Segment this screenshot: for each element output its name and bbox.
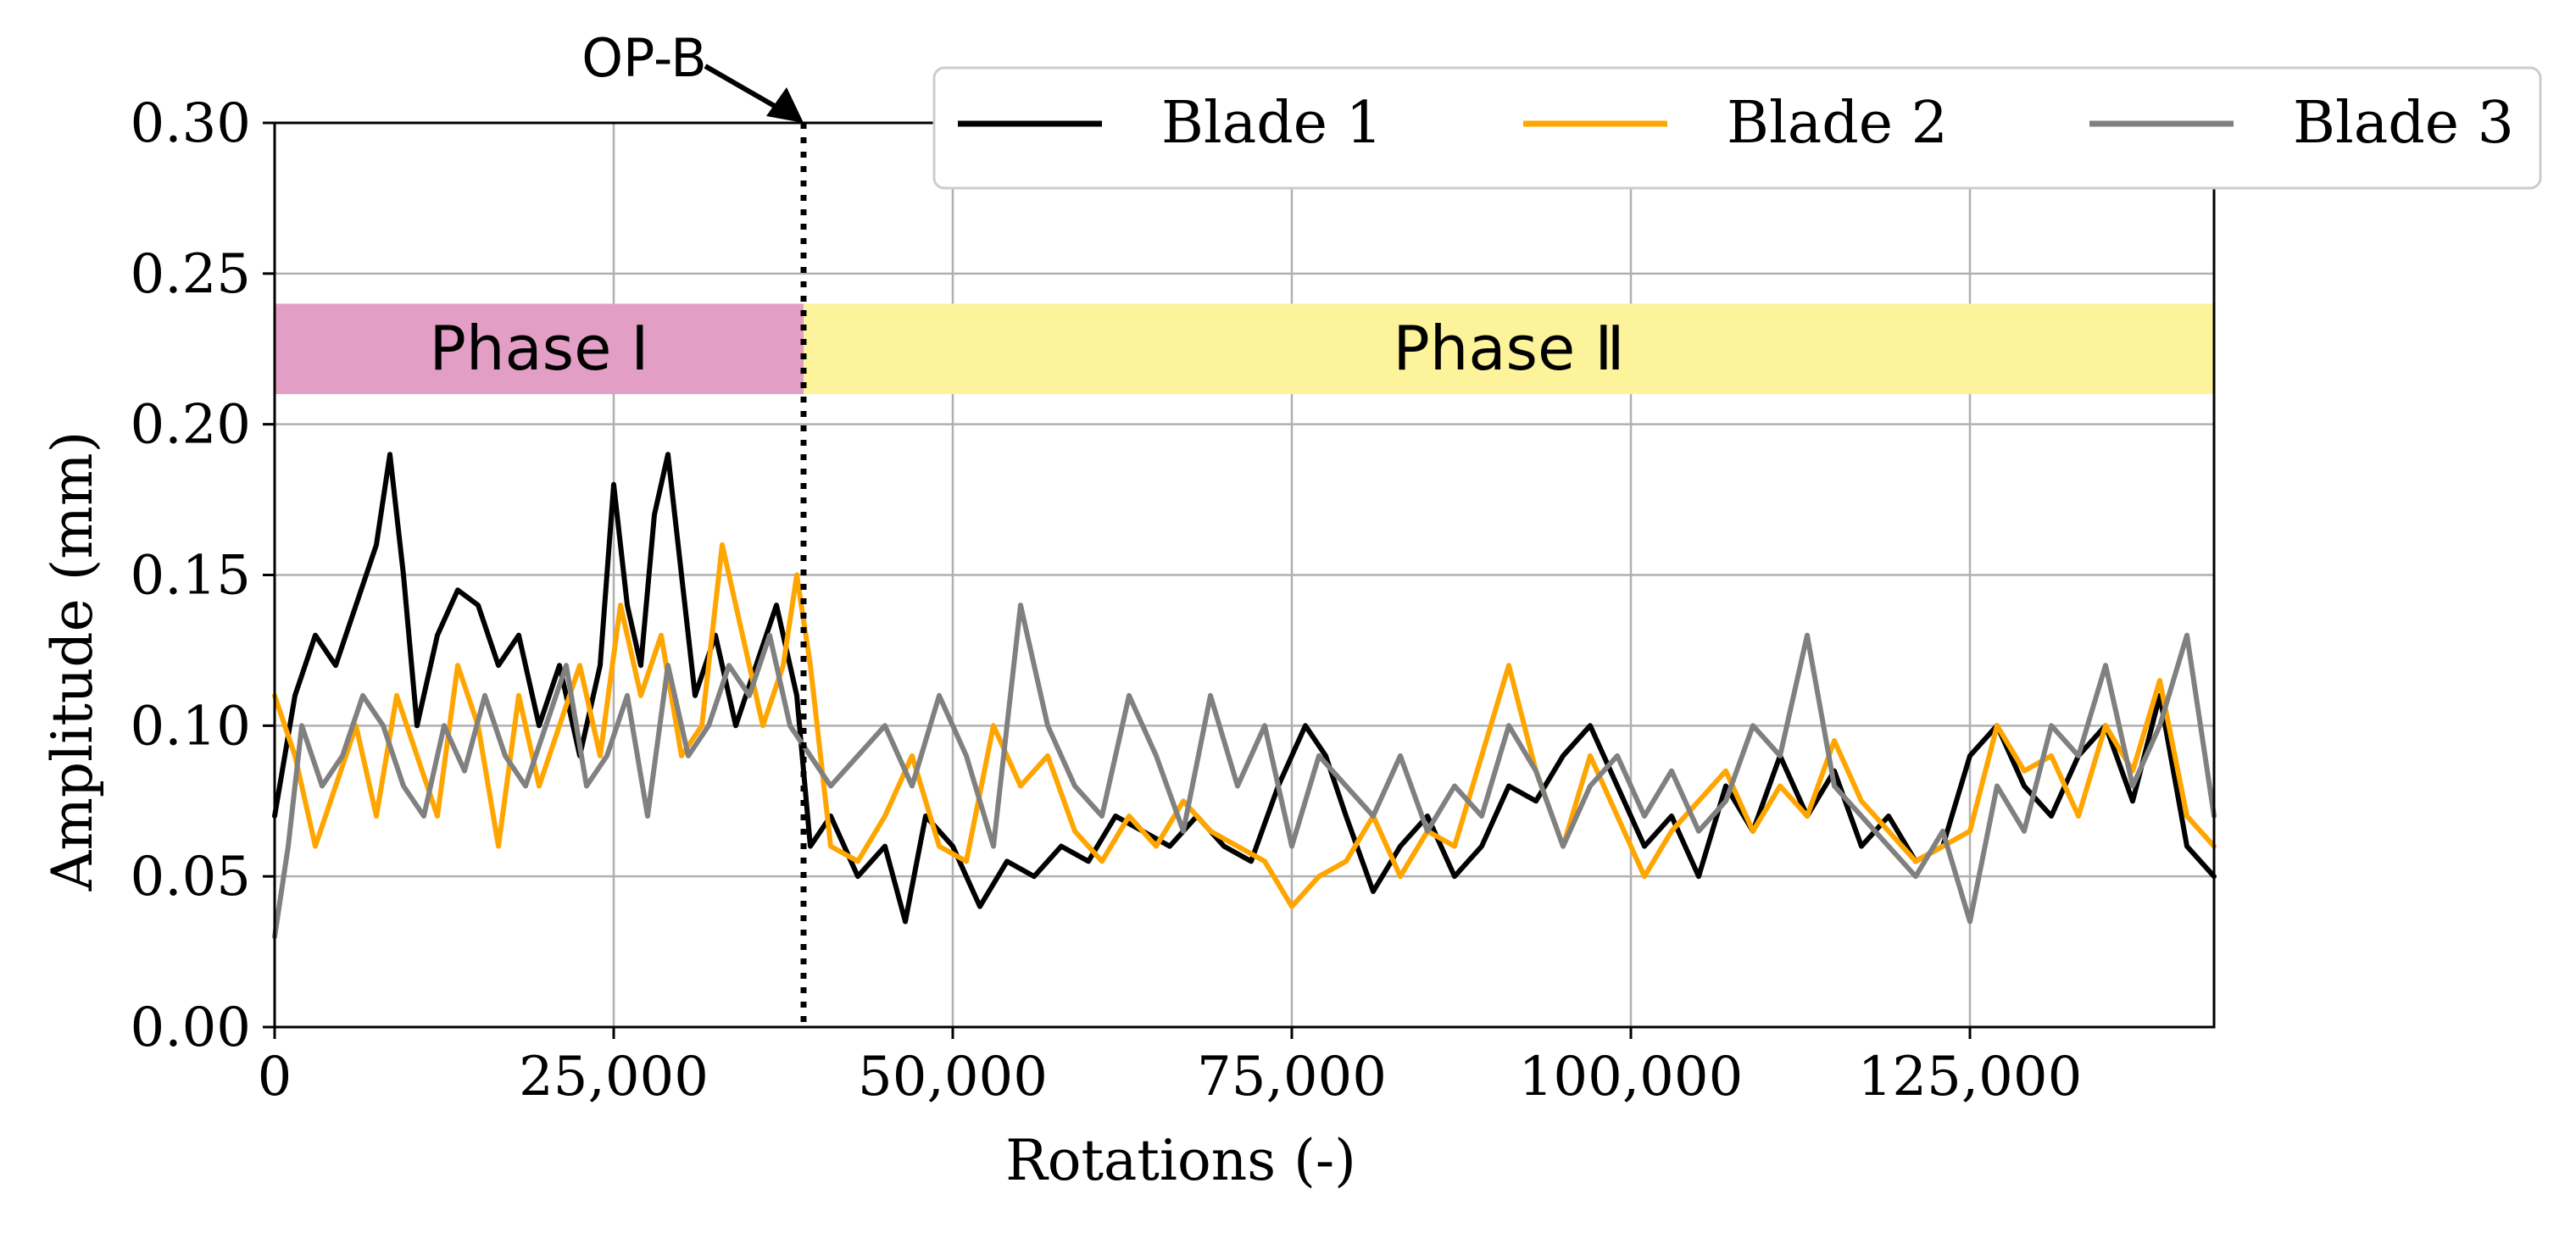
y-tick-label: 0.30	[131, 92, 252, 155]
y-axis-ticks: 0.00 0.05 0.10 0.15 0.20 0.25 0.30	[131, 92, 275, 1059]
series-line-blade-2	[272, 542, 2217, 909]
legend-label-blade-1: Blade 1	[1161, 90, 1383, 157]
op-b-arrow-head	[766, 87, 804, 123]
legend: Blade 1 Blade 2 Blade 3	[932, 66, 2542, 190]
y-tick-label: 0.10	[131, 695, 252, 758]
op-b-arrow	[704, 64, 785, 114]
phase-band-1	[275, 303, 804, 395]
phase-bands: Phase Ⅰ Phase Ⅱ	[275, 303, 2214, 395]
x-tick-label: 0	[258, 1046, 292, 1108]
legend-box	[932, 66, 2542, 190]
series-line-blade-1	[272, 452, 2217, 925]
y-tick-label: 0.15	[131, 545, 252, 608]
y-tick-label: 0.05	[131, 846, 252, 908]
op-b-annotation: OP-B	[581, 27, 804, 123]
phase-label-2: Phase Ⅱ	[1393, 313, 1624, 384]
phase-band-2	[804, 303, 2214, 395]
grid	[273, 121, 2214, 1029]
x-axis-ticks: 0 25,000 50,000 75,000 100,000 125,000	[258, 1027, 2083, 1108]
y-tick-label: 0.00	[131, 997, 252, 1059]
x-tick-label: 50,000	[858, 1046, 1048, 1108]
x-axis-label: Rotations (-)	[1005, 1128, 1356, 1193]
legend-label-blade-3: Blade 3	[2293, 90, 2514, 157]
x-tick-label: 75,000	[1197, 1046, 1387, 1108]
x-tick-label: 25,000	[519, 1046, 709, 1108]
y-tick-label: 0.20	[131, 394, 252, 457]
series-layer	[272, 452, 2217, 940]
x-tick-label: 125,000	[1858, 1046, 2083, 1108]
x-tick-label: 100,000	[1519, 1046, 1744, 1108]
y-axis-label: Amplitude (mm)	[40, 431, 105, 892]
phase-label-1: Phase Ⅰ	[429, 313, 648, 384]
legend-label-blade-2: Blade 2	[1727, 90, 1948, 157]
op-b-label: OP-B	[581, 27, 707, 89]
y-tick-label: 0.25	[131, 243, 252, 306]
series-line-blade-3	[272, 603, 2217, 940]
